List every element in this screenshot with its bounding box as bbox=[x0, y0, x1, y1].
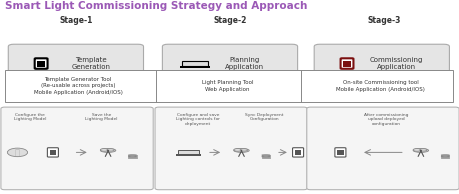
Ellipse shape bbox=[107, 149, 114, 151]
FancyBboxPatch shape bbox=[292, 148, 303, 157]
FancyBboxPatch shape bbox=[306, 107, 458, 190]
Ellipse shape bbox=[240, 149, 247, 151]
Text: Smart Light Commissioning Strategy and Approach: Smart Light Commissioning Strategy and A… bbox=[5, 1, 306, 11]
Text: After commissioning
upload deployed
configuration: After commissioning upload deployed conf… bbox=[364, 113, 408, 126]
Circle shape bbox=[7, 148, 28, 157]
Ellipse shape bbox=[233, 149, 241, 151]
Text: Planning
Application: Planning Application bbox=[225, 57, 264, 70]
Text: Stage-2: Stage-2 bbox=[213, 16, 246, 25]
Text: Stage-1: Stage-1 bbox=[59, 16, 92, 25]
FancyBboxPatch shape bbox=[177, 150, 199, 155]
FancyBboxPatch shape bbox=[340, 58, 353, 69]
FancyBboxPatch shape bbox=[155, 107, 307, 190]
Bar bbox=[440, 155, 448, 156]
Text: On-site Commissioning tool
Mobile Application (Android/IOS): On-site Commissioning tool Mobile Applic… bbox=[336, 80, 425, 92]
Text: Template Generator Tool
(Re-usable across projects)
Mobile Application (Android/: Template Generator Tool (Re-usable acros… bbox=[34, 77, 123, 95]
Ellipse shape bbox=[412, 149, 428, 152]
Text: Stage-3: Stage-3 bbox=[367, 16, 400, 25]
Text: Save the
Lighting Model: Save the Lighting Model bbox=[85, 113, 117, 121]
Text: Light Planning Tool
Web Application: Light Planning Tool Web Application bbox=[202, 80, 253, 92]
Bar bbox=[128, 157, 136, 158]
Ellipse shape bbox=[440, 156, 448, 157]
Text: Configure and save
Lighting controls for
deployment: Configure and save Lighting controls for… bbox=[175, 113, 219, 126]
Bar bbox=[336, 150, 343, 155]
FancyBboxPatch shape bbox=[34, 58, 47, 69]
Ellipse shape bbox=[128, 156, 136, 157]
Bar bbox=[294, 150, 301, 155]
Bar bbox=[176, 154, 200, 156]
Ellipse shape bbox=[100, 149, 108, 151]
Ellipse shape bbox=[261, 156, 269, 157]
FancyBboxPatch shape bbox=[5, 70, 452, 102]
Bar bbox=[50, 150, 56, 155]
Ellipse shape bbox=[440, 155, 448, 156]
FancyBboxPatch shape bbox=[1, 107, 153, 190]
Bar bbox=[128, 155, 136, 156]
Bar bbox=[440, 157, 448, 158]
Bar bbox=[342, 61, 350, 67]
Ellipse shape bbox=[261, 155, 269, 156]
FancyBboxPatch shape bbox=[180, 66, 210, 68]
FancyBboxPatch shape bbox=[182, 61, 208, 66]
FancyBboxPatch shape bbox=[47, 148, 58, 157]
Ellipse shape bbox=[412, 149, 420, 151]
Ellipse shape bbox=[100, 149, 116, 152]
Ellipse shape bbox=[419, 149, 426, 151]
Bar bbox=[261, 155, 269, 156]
Ellipse shape bbox=[233, 149, 249, 152]
Text: Template
Generation: Template Generation bbox=[71, 57, 110, 70]
FancyBboxPatch shape bbox=[334, 148, 345, 157]
FancyBboxPatch shape bbox=[313, 44, 448, 83]
Text: Sync Deployment
Configuration: Sync Deployment Configuration bbox=[245, 113, 283, 121]
Bar bbox=[37, 61, 45, 67]
Text: Configure the
Lighting Model: Configure the Lighting Model bbox=[14, 113, 46, 121]
Ellipse shape bbox=[128, 155, 136, 156]
Text: Commissioning
Application: Commissioning Application bbox=[369, 57, 422, 70]
Bar bbox=[261, 157, 269, 158]
FancyBboxPatch shape bbox=[162, 44, 297, 83]
FancyBboxPatch shape bbox=[8, 44, 143, 83]
Text: 💡: 💡 bbox=[15, 148, 20, 157]
